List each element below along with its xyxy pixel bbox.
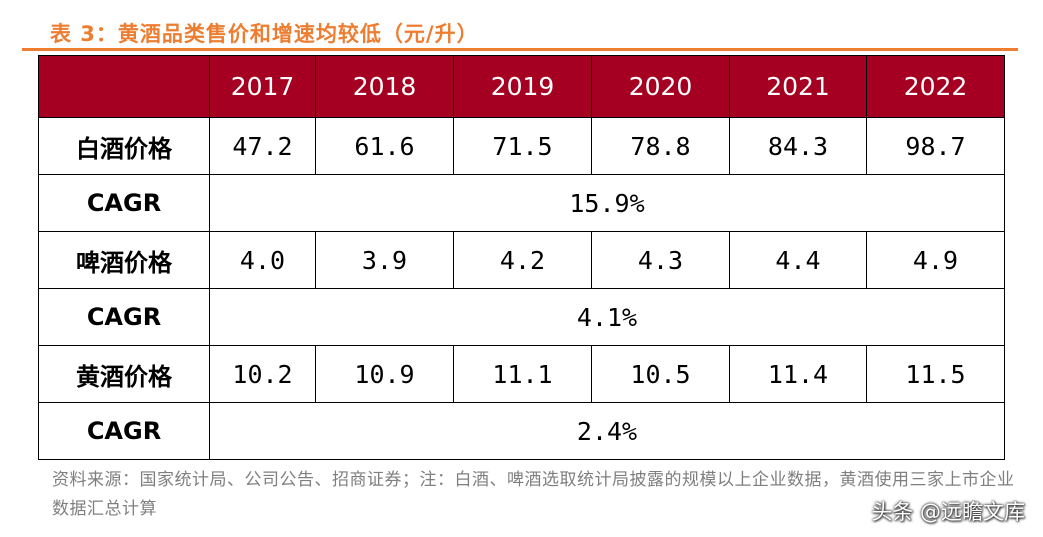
header-row: 2017 2018 2019 2020 2021 2022 <box>38 55 1005 118</box>
value-cell: 4.3 <box>591 231 730 289</box>
title-divider <box>22 48 1018 51</box>
header-year-cell: 2021 <box>729 55 867 118</box>
row-label: 啤酒价格 <box>38 231 210 289</box>
header-year-cell: 2017 <box>209 55 316 118</box>
row-label: 黄酒价格 <box>38 345 210 403</box>
table-row-huangjiu-price: 黄酒价格 10.2 10.9 11.1 10.5 11.4 11.5 <box>38 345 1005 403</box>
header-year-cell: 2019 <box>453 55 592 118</box>
table-row-beer-price: 啤酒价格 4.0 3.9 4.2 4.3 4.4 4.9 <box>38 231 1005 289</box>
value-cell: 84.3 <box>729 117 867 175</box>
cagr-cell: 4.1% <box>209 288 1005 346</box>
value-cell: 4.0 <box>209 231 316 289</box>
row-label: CAGR <box>38 402 210 460</box>
row-label: CAGR <box>38 174 210 232</box>
header-year-cell: 2018 <box>315 55 454 118</box>
value-cell: 4.4 <box>729 231 867 289</box>
watermark: 头条 @远瞻文库 <box>871 500 1025 524</box>
header-corner-cell <box>38 55 210 118</box>
value-cell: 11.5 <box>866 345 1005 403</box>
cagr-cell: 2.4% <box>209 402 1005 460</box>
value-cell: 71.5 <box>453 117 592 175</box>
value-cell: 3.9 <box>315 231 454 289</box>
price-table: 2017 2018 2019 2020 2021 2022 白酒价格 47.2 … <box>38 55 1005 460</box>
value-cell: 11.4 <box>729 345 867 403</box>
header-year-cell: 2022 <box>866 55 1005 118</box>
cagr-cell: 15.9% <box>209 174 1005 232</box>
table-row-huangjiu-cagr: CAGR 2.4% <box>38 402 1005 460</box>
row-label: 白酒价格 <box>38 117 210 175</box>
value-cell: 10.9 <box>315 345 454 403</box>
table-title: 表 3：黄酒品类售价和增速均较低（元/升） <box>50 22 479 46</box>
table-row-baijiu-cagr: CAGR 15.9% <box>38 174 1005 232</box>
table-row-baijiu-price: 白酒价格 47.2 61.6 71.5 78.8 84.3 98.7 <box>38 117 1005 175</box>
value-cell: 11.1 <box>453 345 592 403</box>
value-cell: 98.7 <box>866 117 1005 175</box>
value-cell: 10.2 <box>209 345 316 403</box>
value-cell: 4.2 <box>453 231 592 289</box>
value-cell: 78.8 <box>591 117 730 175</box>
value-cell: 10.5 <box>591 345 730 403</box>
table-row-beer-cagr: CAGR 4.1% <box>38 288 1005 346</box>
source-note: 资料来源：国家统计局、公司公告、招商证券；注：白酒、啤酒选取统计局披露的规模以上… <box>52 470 1015 519</box>
header-year-cell: 2020 <box>591 55 730 118</box>
value-cell: 4.9 <box>866 231 1005 289</box>
value-cell: 47.2 <box>209 117 316 175</box>
row-label: CAGR <box>38 288 210 346</box>
value-cell: 61.6 <box>315 117 454 175</box>
